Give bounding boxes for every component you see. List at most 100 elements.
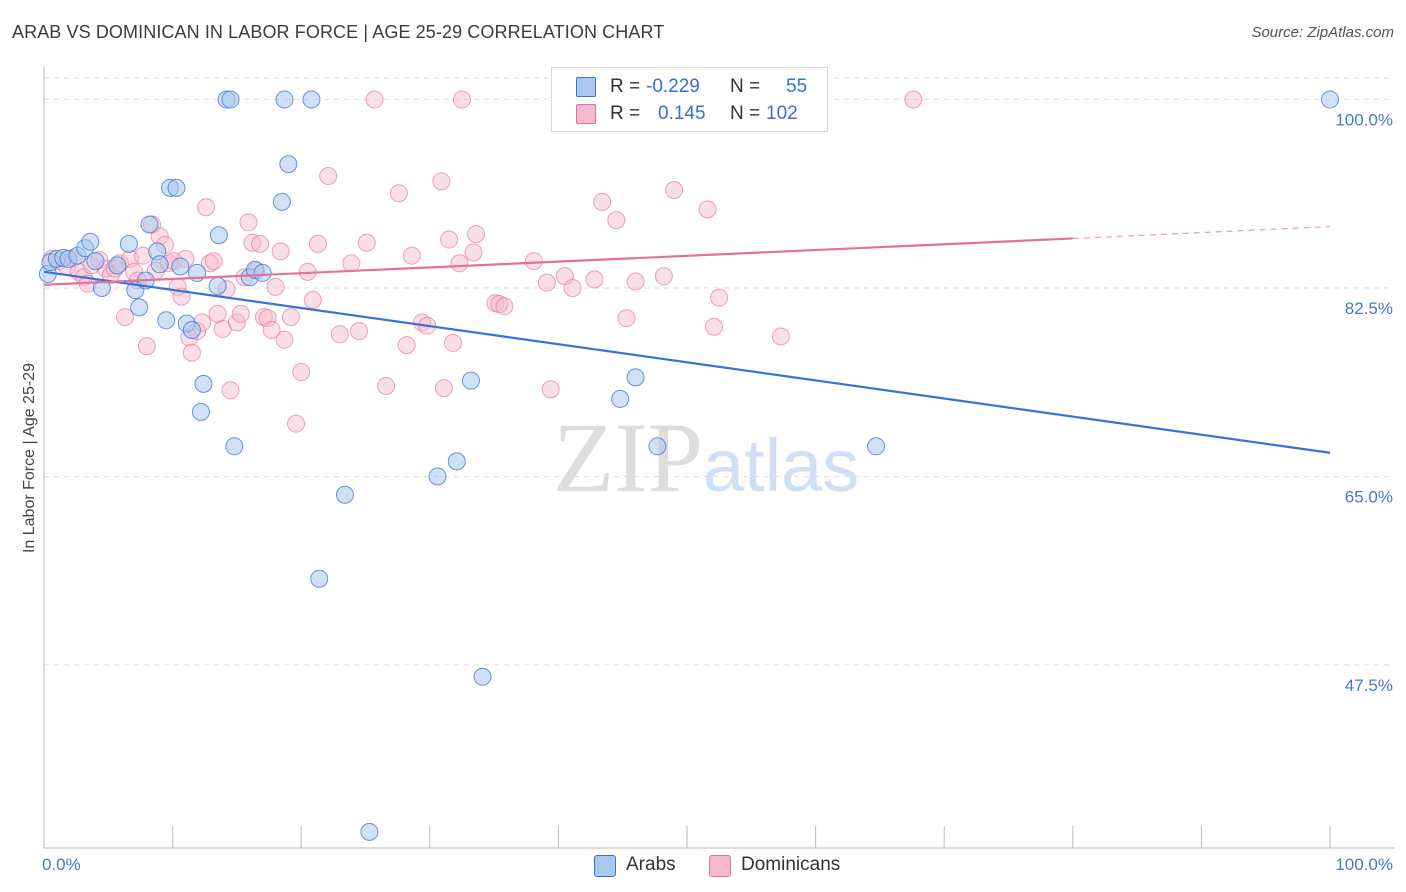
arabs-points	[38, 90, 1339, 841]
stats-box: R = -0.229 N = 55 R = 0.145 N = 102	[551, 67, 828, 132]
arabs-point	[81, 232, 100, 251]
arabs-point	[167, 178, 186, 197]
arabs-trend-line	[43, 270, 1331, 454]
y-tick-label: 82.5%	[1345, 299, 1393, 318]
arabs-point	[119, 234, 138, 253]
dominicans-point	[266, 277, 285, 296]
dominicans-point	[654, 267, 673, 286]
legend-arabs-swatch	[594, 855, 616, 877]
dominicans-point	[319, 167, 338, 185]
trend-lines	[43, 226, 1331, 454]
dominicans-trend-line	[43, 237, 1073, 286]
arabs-point	[1321, 90, 1339, 109]
dominicans-r-label: R =	[610, 103, 641, 124]
arabs-point	[473, 667, 492, 686]
arabs-point	[225, 437, 244, 456]
arabs-point	[626, 368, 645, 387]
y-tick-label: 100.0%	[1335, 111, 1393, 130]
arabs-n-value: 55	[786, 76, 808, 97]
arabs-point	[182, 321, 201, 339]
dominicans-point	[292, 363, 311, 381]
arabs-point	[447, 452, 466, 471]
dominicans-point	[137, 337, 156, 356]
dominicans-point	[251, 234, 270, 253]
dominicans-point	[617, 309, 636, 328]
dominicans-trend-extension	[1072, 226, 1331, 240]
watermark-zip: ZIP	[553, 402, 703, 513]
dominicans-point	[402, 246, 421, 265]
arabs-point	[209, 226, 228, 245]
dominicans-point	[182, 343, 201, 362]
dominicans-point	[116, 308, 135, 327]
dominicans-r-value: 0.145	[658, 103, 706, 124]
dominicans-point	[450, 254, 469, 273]
dominicans-point	[377, 377, 396, 395]
arabs-point	[140, 215, 159, 234]
dominicans-point	[397, 336, 416, 355]
arabs-point	[461, 371, 480, 390]
dominicans-n-label: N =	[730, 103, 761, 124]
arabs-point	[648, 437, 667, 456]
dominicans-point	[308, 234, 327, 253]
arabs-point	[130, 298, 149, 317]
legend-dominicans-label: Dominicans	[741, 854, 841, 875]
arabs-point	[272, 192, 291, 211]
dominicans-point	[563, 279, 582, 297]
watermark: ZIPatlas	[553, 400, 859, 515]
arabs-point	[310, 569, 329, 588]
arabs-point	[428, 467, 447, 486]
dominicans-point	[287, 414, 306, 433]
arabs-point	[150, 255, 169, 274]
dominicans-point	[665, 181, 684, 199]
dominicans-point	[585, 270, 604, 289]
arabs-point	[221, 90, 240, 109]
dominicans-point	[275, 330, 294, 349]
dominicans-point	[440, 230, 459, 249]
dominicans-point	[389, 184, 408, 203]
dominicans-point	[262, 321, 281, 339]
dominicans-point	[626, 272, 645, 291]
arabs-point	[194, 374, 213, 393]
dominicans-point	[443, 333, 462, 352]
x-tick-label-max: 100.0%	[1335, 855, 1393, 874]
dominicans-point	[231, 304, 250, 323]
dominicans-point	[350, 322, 369, 341]
axes	[43, 66, 1394, 849]
dominicans-point	[221, 381, 240, 400]
arabs-point	[208, 276, 227, 295]
dominicans-point	[432, 172, 451, 191]
dominicans-point	[524, 252, 543, 271]
arabs-swatch	[576, 77, 596, 97]
chart-source: Source: ZipAtlas.com	[1251, 24, 1394, 41]
dominicans-point	[239, 213, 258, 232]
arabs-point	[253, 263, 272, 282]
dominicans-point	[271, 242, 290, 261]
legend: Arabs Dominicans	[0, 850, 1406, 880]
arabs-point	[302, 90, 321, 109]
arabs-point	[171, 257, 190, 276]
arabs-point	[157, 311, 176, 330]
dominicans-point	[434, 379, 453, 398]
dominicans-point	[365, 90, 384, 109]
arabs-n-label: N =	[730, 76, 761, 97]
y-tick-label: 47.5%	[1345, 676, 1393, 695]
arabs-point	[335, 485, 354, 504]
dominicans-point	[705, 317, 724, 336]
dominicans-point	[227, 313, 246, 332]
dominicans-point	[330, 325, 349, 344]
watermark-atlas: atlas	[703, 424, 860, 507]
dominicans-point	[208, 304, 227, 323]
dominicans-point	[464, 243, 483, 262]
dominicans-point	[258, 309, 277, 328]
y-tick-label: 65.0%	[1345, 487, 1393, 506]
legend-arabs-label: Arabs	[626, 854, 676, 875]
dominicans-point	[904, 90, 923, 109]
dominicans-point	[243, 233, 262, 252]
dominicans-point	[281, 308, 300, 327]
dominicans-point	[607, 211, 626, 230]
dominicans-swatch	[576, 104, 596, 124]
dominicans-point	[303, 290, 322, 309]
dominicans-point	[541, 380, 560, 399]
dominicans-point	[467, 225, 486, 244]
